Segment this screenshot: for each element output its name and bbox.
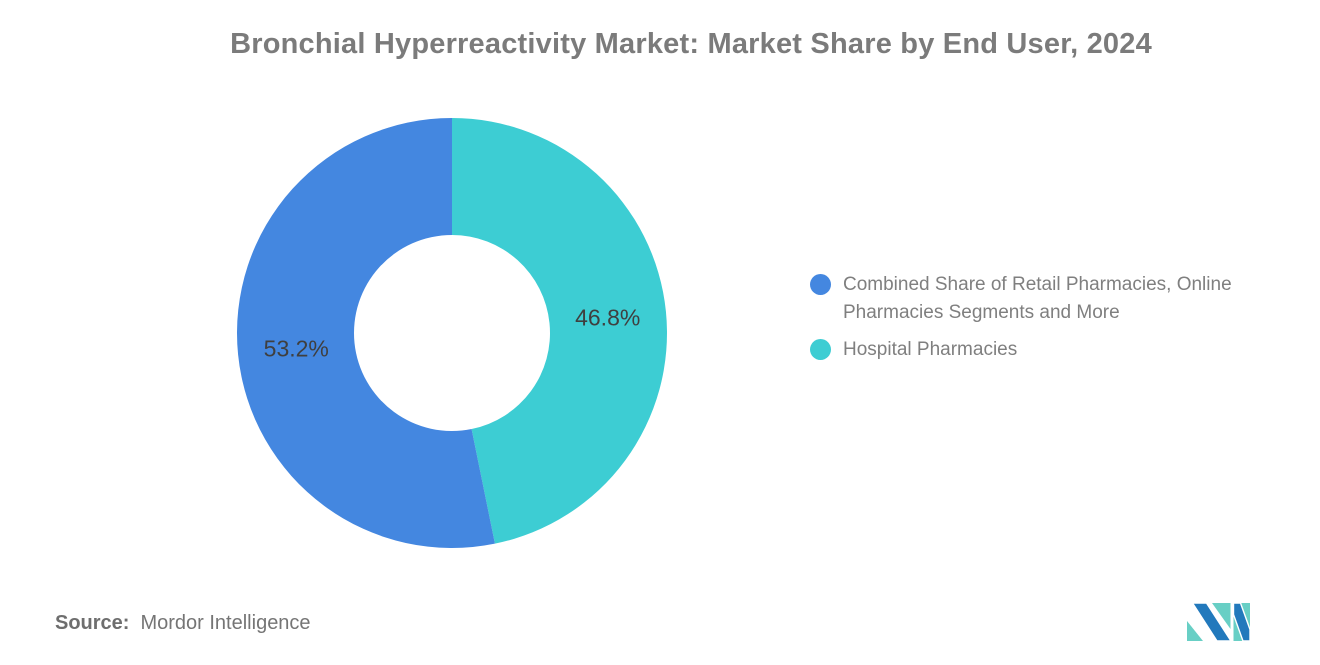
pie-slice-label-1: 46.8% [575, 304, 640, 330]
logo-blue-right-band [1232, 603, 1250, 641]
logo-teal-left-triangle [1187, 621, 1203, 641]
legend-label-hospital-pharmacies: Hospital Pharmacies [843, 339, 1018, 360]
chart-title: Bronchial Hyperreactivity Market: Market… [230, 28, 1152, 60]
mordor-intelligence-logo [1187, 603, 1250, 641]
legend-item-combined-share: Combined Share of Retail Pharmacies, Onl… [810, 271, 1250, 327]
source-prefix-label: Source: [55, 612, 130, 634]
logo-teal-middle-triangle [1212, 603, 1231, 629]
logo-blue-left-band [1191, 603, 1232, 641]
legend-label-combined-share: Combined Share of Retail Pharmacies, Onl… [843, 274, 1232, 323]
legend-item-hospital-pharmacies: Hospital Pharmacies [810, 336, 1250, 364]
legend-marker-combined-share [810, 274, 831, 295]
pie-slice-1 [452, 118, 667, 544]
pie-slice-2 [236, 118, 495, 548]
legend-marker-hospital-pharmacies [810, 339, 831, 360]
pie-slice-label-2: 53.2% [264, 336, 329, 362]
chart-legend: Combined Share of Retail Pharmacies, Onl… [810, 271, 1250, 373]
source-line: Source: Mordor Intelligence [55, 612, 311, 635]
source-text: Mordor Intelligence [140, 612, 311, 634]
